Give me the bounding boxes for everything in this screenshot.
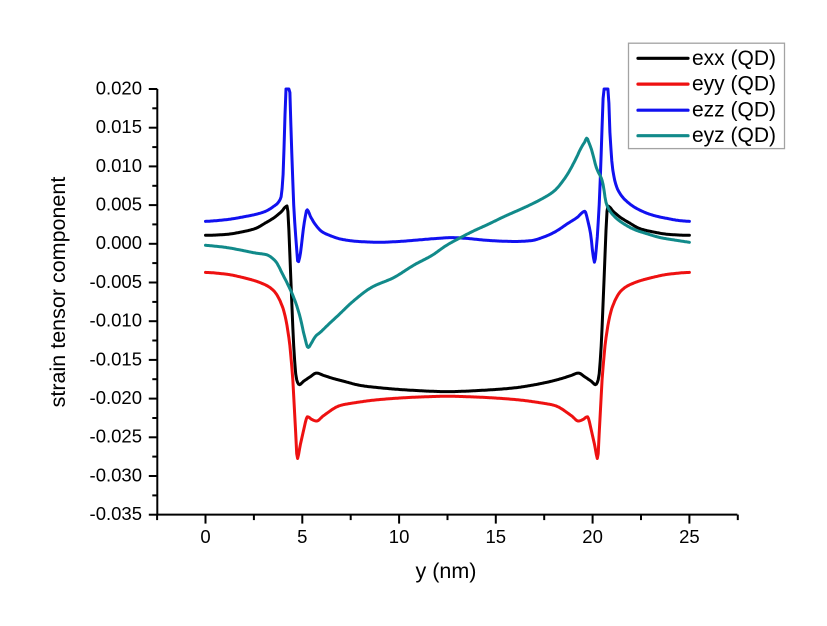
- svg-text:15: 15: [486, 526, 507, 547]
- svg-text:20: 20: [582, 526, 603, 547]
- svg-text:0: 0: [200, 526, 210, 547]
- svg-text:-0.035: -0.035: [90, 503, 142, 524]
- svg-text:-0.010: -0.010: [90, 310, 142, 331]
- svg-text:eyy (QD): eyy (QD): [692, 73, 776, 96]
- svg-text:0.015: 0.015: [96, 116, 142, 137]
- svg-text:exx (QD): exx (QD): [692, 47, 776, 70]
- svg-text:0.005: 0.005: [96, 194, 142, 215]
- svg-text:-0.025: -0.025: [90, 426, 142, 447]
- svg-text:-0.015: -0.015: [90, 348, 142, 369]
- svg-text:strain tensor component: strain tensor component: [46, 177, 70, 408]
- svg-text:5: 5: [297, 526, 307, 547]
- svg-text:10: 10: [389, 526, 410, 547]
- svg-text:-0.030: -0.030: [90, 464, 142, 485]
- svg-text:-0.005: -0.005: [90, 271, 142, 292]
- svg-text:0.000: 0.000: [96, 232, 142, 253]
- svg-text:eyz (QD): eyz (QD): [692, 124, 776, 147]
- svg-text:0.020: 0.020: [96, 77, 142, 98]
- svg-text:25: 25: [679, 526, 700, 547]
- svg-text:-0.020: -0.020: [90, 387, 142, 408]
- svg-text:ezz (QD): ezz (QD): [692, 99, 776, 122]
- svg-text:0.010: 0.010: [96, 155, 142, 176]
- svg-text:y (nm): y (nm): [416, 559, 477, 583]
